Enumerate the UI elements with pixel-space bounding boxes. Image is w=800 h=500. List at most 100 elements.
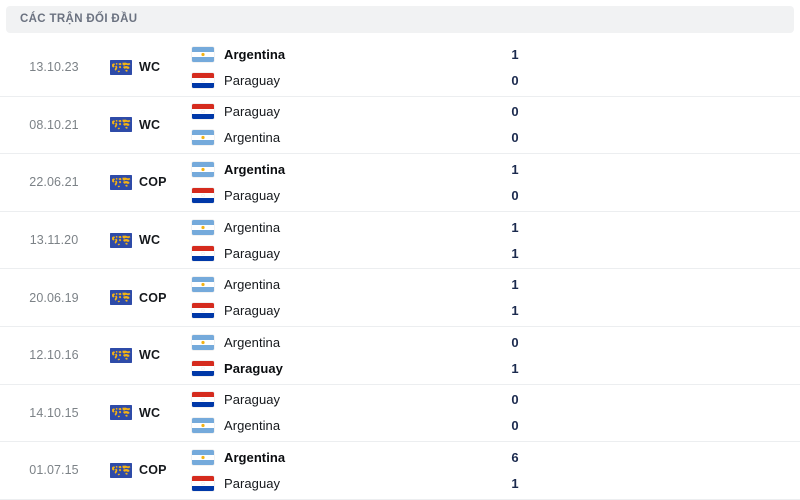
away-team: Argentina [192,417,500,434]
flag-paraguay-icon [192,303,214,319]
match-teams: Paraguay Argentina [188,103,500,146]
globe-icon [110,59,132,75]
flag-paraguay-icon [192,187,214,203]
match-competition[interactable]: WC [104,117,188,133]
match-scores: 0 0 [500,391,800,434]
flag-argentina-icon [192,46,214,62]
flag-paraguay-icon [192,245,214,261]
home-score: 0 [511,334,519,350]
table-row[interactable]: 13.10.23 [0,39,800,97]
globe-icon [110,174,132,190]
team-name: Argentina [224,277,281,293]
competition-label: WC [139,405,161,420]
team-name: Paraguay [224,475,281,491]
home-score: 1 [511,161,519,177]
away-score: 1 [511,303,519,319]
match-competition[interactable]: WC [104,59,188,75]
match-scores: 0 1 [500,334,800,377]
away-score: 0 [511,187,519,203]
away-score: 0 [511,130,519,146]
competition-label: COP [139,290,167,305]
match-teams: Argentina Paraguay [188,276,500,319]
globe-icon [110,347,132,363]
home-score: 1 [511,46,519,62]
table-row[interactable]: 14.10.15 [0,384,800,443]
match-list: 13.10.23 [0,39,800,500]
table-row[interactable]: 13.11.20 [0,211,800,270]
match-date: 08.10.21 [29,117,79,132]
home-team: Argentina [192,161,500,178]
home-team: Argentina [192,276,500,293]
away-team: Paraguay [192,360,500,377]
team-name: Paraguay [224,187,281,203]
match-teams: Argentina Paraguay [188,161,500,204]
home-score: 0 [511,392,519,408]
home-team: Argentina [192,46,500,63]
table-row[interactable]: 01.07.15 [0,442,800,500]
away-team: Argentina [192,129,500,146]
match-date: 13.10.23 [29,60,79,75]
home-team: Argentina [192,334,500,351]
flag-argentina-icon [192,130,214,146]
match-scores: 0 0 [500,103,800,146]
away-team: Paraguay [192,72,500,89]
team-name: Paraguay [224,104,281,120]
team-name: Argentina [224,219,281,235]
match-teams: Argentina Paraguay [188,46,500,89]
team-name: Paraguay [224,392,281,408]
away-score: 0 [511,418,519,434]
competition-label: WC [139,348,161,363]
away-team: Paraguay [192,187,500,204]
match-competition[interactable]: WC [104,232,188,248]
table-row[interactable]: 22.06.21 [0,154,800,212]
home-team: Paraguay [192,391,500,408]
match-scores: 6 1 [500,449,800,492]
table-row[interactable]: 08.10.21 [0,96,800,155]
table-row[interactable]: 20.06.19 [0,269,800,327]
flag-argentina-icon [192,161,214,177]
flag-paraguay-icon [192,104,214,120]
home-team: Argentina [192,219,500,236]
away-score: 1 [511,245,519,261]
team-name: Argentina [224,46,286,62]
globe-icon [110,117,132,133]
match-competition[interactable]: WC [104,347,188,363]
competition-label: COP [139,175,167,190]
team-name: Paraguay [224,303,281,319]
team-name: Argentina [224,130,281,146]
team-name: Argentina [224,161,286,177]
flag-argentina-icon [192,334,214,350]
match-scores: 1 0 [500,161,800,204]
match-competition[interactable]: COP [104,174,188,190]
match-competition[interactable]: WC [104,405,188,421]
away-team: Paraguay [192,475,500,492]
panel-header: CÁC TRẬN ĐỐI ĐẦU [6,6,794,33]
away-team: Paraguay [192,245,500,262]
match-competition[interactable]: COP [104,462,188,478]
match-scores: 1 0 [500,46,800,89]
team-name: Paraguay [224,245,281,261]
globe-icon [110,405,132,421]
globe-icon [110,232,132,248]
competition-label: COP [139,463,167,478]
competition-label: WC [139,117,161,132]
table-row[interactable]: 12.10.16 [0,326,800,385]
globe-icon [110,462,132,478]
match-competition[interactable]: COP [104,290,188,306]
flag-paraguay-icon [192,72,214,88]
flag-paraguay-icon [192,392,214,408]
match-teams: Argentina Paraguay [188,449,500,492]
match-date: 13.11.20 [29,233,79,248]
match-date: 12.10.16 [29,348,79,363]
competition-label: WC [139,233,161,248]
team-name: Argentina [224,334,281,350]
match-teams: Argentina Paraguay [188,219,500,262]
flag-paraguay-icon [192,475,214,491]
page-title: CÁC TRẬN ĐỐI ĐẦU [20,12,138,25]
match-teams: Paraguay Argentina [188,391,500,434]
team-name: Argentina [224,449,286,465]
away-score: 1 [511,475,519,491]
flag-argentina-icon [192,418,214,434]
globe-icon [110,290,132,306]
